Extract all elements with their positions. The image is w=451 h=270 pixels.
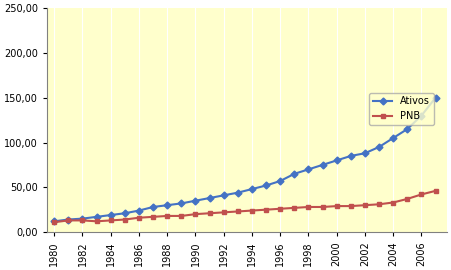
Line: PNB: PNB bbox=[52, 188, 438, 225]
Ativos bbox=[292, 172, 297, 176]
PNB bbox=[362, 204, 368, 207]
PNB bbox=[150, 215, 156, 218]
PNB bbox=[108, 219, 114, 222]
Ativos bbox=[405, 127, 410, 131]
PNB bbox=[433, 189, 438, 193]
Ativos bbox=[419, 114, 424, 117]
Ativos bbox=[108, 213, 114, 217]
Ativos bbox=[263, 184, 269, 187]
Ativos bbox=[179, 202, 184, 205]
PNB bbox=[277, 207, 283, 210]
PNB bbox=[80, 219, 85, 222]
PNB bbox=[221, 211, 226, 214]
Ativos bbox=[376, 145, 382, 149]
PNB bbox=[51, 221, 57, 224]
Ativos bbox=[391, 136, 396, 140]
Ativos bbox=[207, 196, 212, 200]
Ativos bbox=[249, 187, 255, 191]
PNB bbox=[94, 220, 99, 223]
Ativos bbox=[122, 212, 128, 215]
Ativos bbox=[235, 191, 240, 194]
Line: Ativos: Ativos bbox=[52, 95, 438, 224]
PNB bbox=[334, 204, 340, 208]
PNB bbox=[136, 216, 142, 219]
PNB bbox=[292, 206, 297, 210]
Ativos bbox=[221, 194, 226, 197]
PNB bbox=[249, 209, 255, 212]
PNB bbox=[391, 201, 396, 204]
Ativos bbox=[306, 168, 311, 171]
PNB bbox=[66, 219, 71, 222]
PNB bbox=[405, 197, 410, 201]
Ativos bbox=[94, 215, 99, 218]
Ativos bbox=[66, 218, 71, 221]
PNB bbox=[235, 210, 240, 213]
PNB bbox=[348, 204, 354, 208]
Ativos bbox=[334, 159, 340, 162]
PNB bbox=[306, 205, 311, 209]
Ativos bbox=[150, 205, 156, 209]
Ativos bbox=[320, 163, 325, 167]
PNB bbox=[122, 218, 128, 221]
Ativos bbox=[433, 96, 438, 99]
PNB bbox=[207, 212, 212, 215]
Ativos bbox=[362, 152, 368, 155]
PNB bbox=[263, 208, 269, 211]
PNB bbox=[193, 212, 198, 216]
Ativos bbox=[165, 204, 170, 207]
Ativos bbox=[277, 179, 283, 183]
Ativos bbox=[193, 199, 198, 202]
PNB bbox=[376, 203, 382, 206]
Ativos bbox=[348, 154, 354, 158]
Legend: Ativos, PNB: Ativos, PNB bbox=[369, 93, 434, 125]
Ativos bbox=[136, 209, 142, 212]
PNB bbox=[165, 214, 170, 218]
PNB bbox=[419, 193, 424, 196]
PNB bbox=[179, 214, 184, 218]
PNB bbox=[320, 205, 325, 209]
Ativos bbox=[80, 217, 85, 220]
Ativos bbox=[51, 220, 57, 223]
